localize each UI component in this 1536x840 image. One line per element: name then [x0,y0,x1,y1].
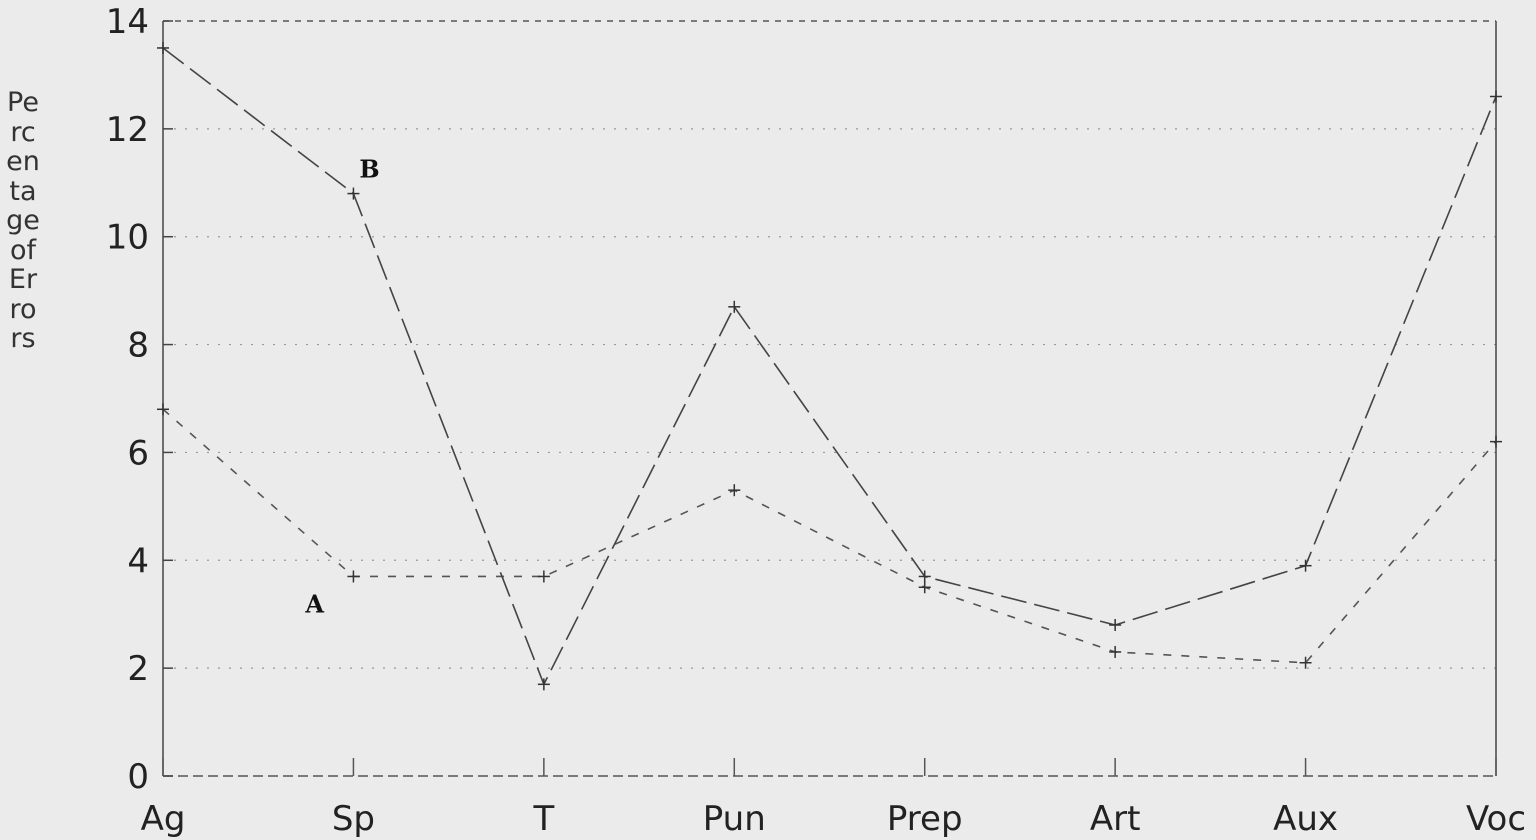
series-A-point [1299,656,1312,669]
x-tick-label: Voc [1466,799,1526,839]
series-B-point [1490,90,1502,103]
series-B-point [347,187,360,200]
x-tick-label: Pun [703,799,766,839]
series-A-point [537,570,550,583]
x-tick-label: Aux [1273,799,1338,839]
y-tick-label: 10 [106,218,149,258]
series-A-point [1490,435,1502,448]
plot-frame [162,20,1497,777]
x-tick-label: Prep [887,799,963,839]
series-a-label: A [304,589,324,618]
series-lines [157,41,1502,691]
series-B-line [162,47,1497,687]
series-A-point [728,484,741,497]
series-B-point [728,300,741,313]
series-B-point [537,678,550,691]
series-B-point [1299,559,1312,572]
series-B-point [157,41,169,54]
y-tick-label: 4 [127,541,149,581]
y-axis-label: Percentage of Errors [6,87,49,354]
y-axis-ticks: 0 2 4 6 8 10 12 14 [106,2,173,797]
x-tick-label: T [532,799,554,839]
y-tick-label: 6 [127,433,149,473]
y-tick-label: 14 [106,2,149,42]
grid-lines [163,128,1496,669]
series-A-line [162,408,1497,664]
series-A-point [347,570,360,583]
x-tick-label: Sp [332,799,375,839]
x-tick-label: Art [1090,799,1141,839]
x-tick-label: Ag [141,799,186,839]
series-B-point [918,570,931,583]
y-tick-label: 2 [127,649,149,689]
series-A-point [157,403,169,416]
series-b-label: B [359,155,379,184]
series-A-point [918,581,931,594]
y-tick-label: 0 [127,757,149,797]
y-tick-label: 12 [106,110,149,150]
series-B-point [1109,619,1122,631]
x-axis-ticks: Ag Sp T Pun Prep Art Aux Voc [141,758,1526,839]
y-tick-label: 8 [127,326,149,366]
series-A-point [1109,645,1122,658]
series-labels: AB [304,155,379,619]
